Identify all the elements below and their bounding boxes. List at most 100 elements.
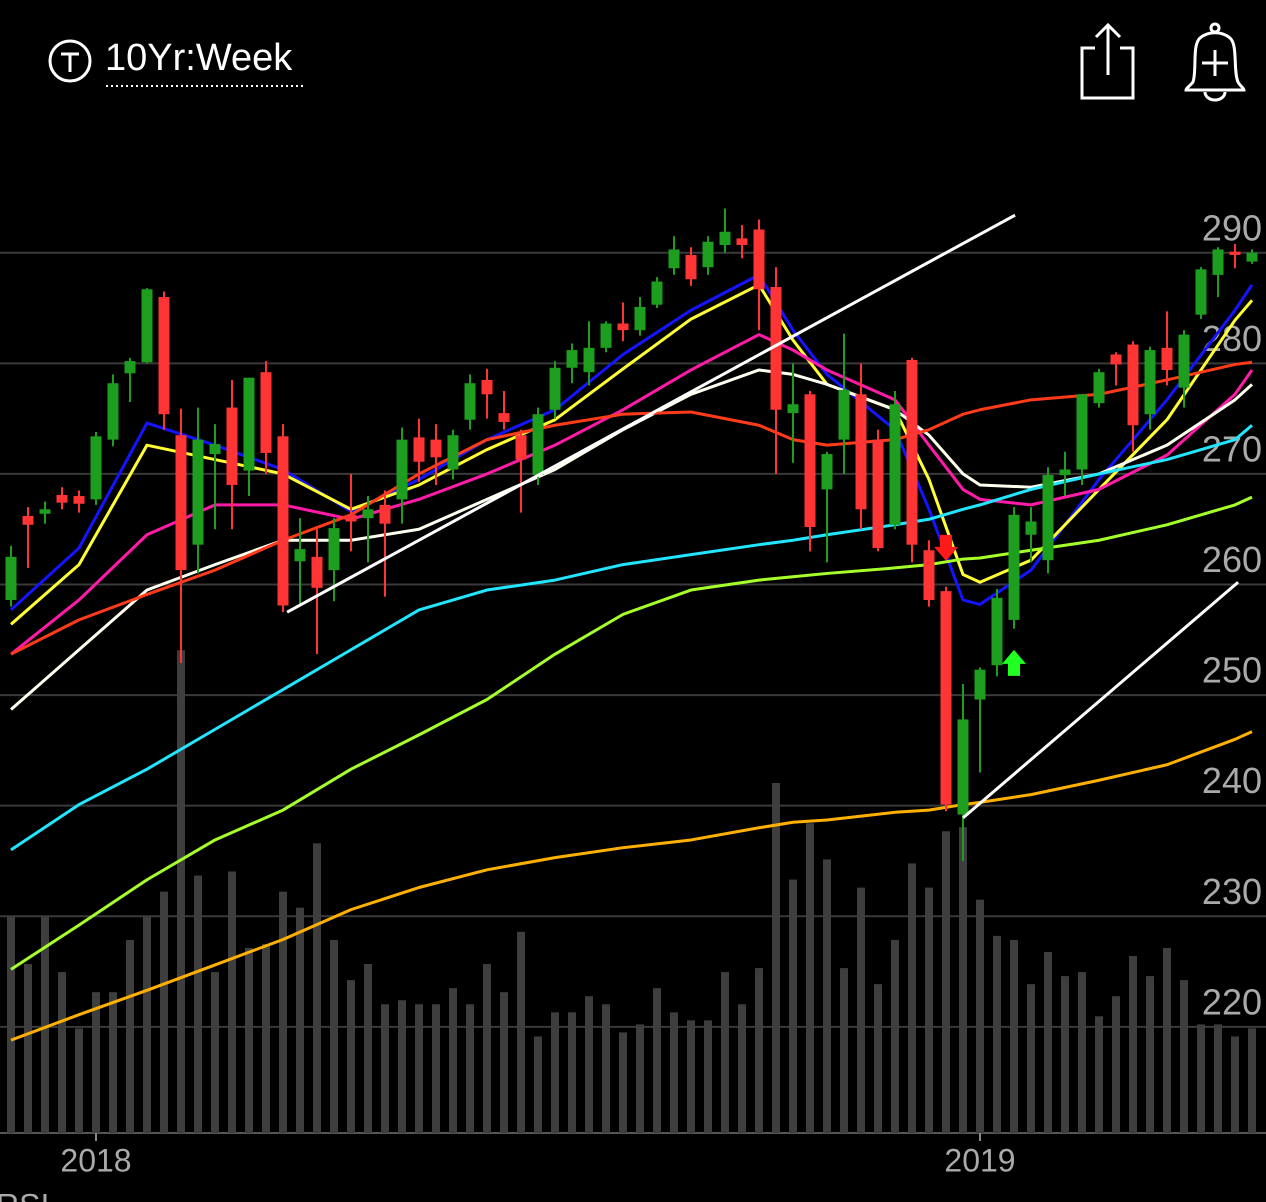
volume-bar <box>347 980 355 1133</box>
volume-bar <box>41 915 49 1133</box>
candle-body <box>1093 372 1105 404</box>
candle-body <box>158 296 170 415</box>
volume-bar <box>942 831 950 1133</box>
candle-body <box>532 414 544 476</box>
candle-body <box>549 367 561 410</box>
candle-body <box>821 454 833 490</box>
candle-body <box>481 379 493 395</box>
candle-body <box>1008 514 1020 620</box>
share-button[interactable] <box>1080 22 1135 100</box>
volume-bar <box>245 947 253 1133</box>
volume-bar <box>1010 939 1018 1133</box>
volume-bar <box>551 1012 559 1133</box>
volume-bar <box>228 871 236 1133</box>
candle-body <box>1144 350 1156 415</box>
volume-bar <box>160 891 168 1133</box>
volume-bar <box>500 992 508 1133</box>
candle-body <box>73 496 85 504</box>
candle-body <box>991 597 1003 666</box>
volume-bar <box>364 964 372 1133</box>
candle-body <box>328 528 340 571</box>
volume-bar <box>568 1012 576 1133</box>
candle-body <box>243 377 255 471</box>
volume-bar <box>1146 976 1154 1133</box>
candle-body <box>1025 521 1037 535</box>
volume-bar <box>211 972 219 1133</box>
candle-body <box>90 436 102 500</box>
volume-bar <box>1129 955 1137 1133</box>
volume-bar <box>1180 980 1188 1133</box>
volume-bar <box>619 1032 627 1133</box>
volume-bar <box>857 887 865 1133</box>
ticker-icon-t <box>61 52 79 72</box>
volume-bar <box>449 988 457 1133</box>
candle-body <box>1059 469 1071 476</box>
volume-bar <box>1095 1016 1103 1133</box>
volume-bar <box>24 964 32 1133</box>
volume-bar <box>92 992 100 1133</box>
candle-body <box>5 556 17 600</box>
volume <box>7 650 1256 1133</box>
candle-body <box>872 439 884 549</box>
volume-bar <box>636 1024 644 1133</box>
volume-bar <box>823 859 831 1133</box>
candle-body <box>22 515 34 525</box>
volume-bar <box>415 1004 423 1133</box>
alert-button[interactable] <box>1184 22 1246 102</box>
volume-bar <box>993 935 1001 1133</box>
candle-body <box>413 437 425 462</box>
volume-bar <box>517 931 525 1133</box>
volume-bar <box>721 972 729 1133</box>
moving-average-line <box>10 360 1253 656</box>
candle-body <box>923 550 935 600</box>
moving-averages <box>9 273 1254 1042</box>
volume-bar <box>143 915 151 1133</box>
candle-body <box>226 407 238 485</box>
candle-body <box>345 514 357 522</box>
candle-body <box>1076 394 1088 470</box>
volume-bar <box>1112 996 1120 1133</box>
volume-bar <box>891 939 899 1133</box>
x-tick-label: 2018 <box>60 1142 131 1178</box>
candle-body <box>906 360 918 545</box>
candle-body <box>685 254 697 280</box>
volume-bar <box>75 1028 83 1133</box>
candle-body <box>736 238 748 246</box>
candle-body <box>498 413 510 422</box>
signal-arrow <box>934 534 958 561</box>
volume-bar <box>1027 984 1035 1133</box>
y-tick-label: 260 <box>1202 539 1262 580</box>
candle-body <box>804 394 816 527</box>
candle-body <box>124 361 136 374</box>
candle-body <box>447 435 459 470</box>
candle-body <box>1161 347 1173 370</box>
candle-body <box>940 591 952 805</box>
volume-bar <box>670 1012 678 1133</box>
candle-body <box>974 669 986 700</box>
candle-body <box>379 504 391 524</box>
candle-body <box>311 556 323 588</box>
candle-body <box>787 404 799 414</box>
volume-bar <box>296 907 304 1133</box>
volume-bar <box>177 650 185 1133</box>
candle-body <box>668 249 680 269</box>
volume-bar <box>908 863 916 1133</box>
y-tick-label: 240 <box>1202 760 1262 801</box>
moving-average-line <box>10 495 1253 971</box>
timeframe-label[interactable]: 10Yr:Week <box>105 37 293 79</box>
volume-bar <box>1248 1028 1256 1133</box>
y-tick-label: 250 <box>1202 650 1262 691</box>
candle-body <box>56 494 68 503</box>
volume-bar <box>1061 976 1069 1133</box>
volume-bar <box>194 875 202 1133</box>
volume-bar <box>1044 951 1052 1133</box>
volume-bar <box>7 915 15 1133</box>
x-tick-label: 2019 <box>944 1142 1015 1178</box>
candle-body <box>294 549 306 562</box>
volume-bar <box>738 1004 746 1133</box>
candle-body <box>141 289 153 363</box>
candle-body <box>175 435 187 571</box>
candle-body <box>430 439 442 458</box>
candle-body <box>719 231 731 246</box>
